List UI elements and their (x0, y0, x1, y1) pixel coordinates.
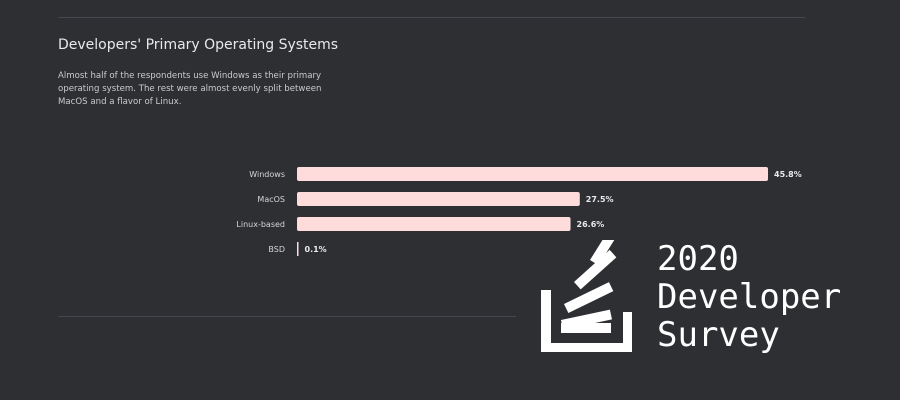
logo-year: 2020 (657, 239, 739, 279)
bar[interactable] (297, 167, 768, 181)
chart-title: Developers' Primary Operating Systems (58, 37, 339, 53)
logo-survey: Survey (657, 315, 780, 355)
value-label: 27.5% (586, 195, 614, 204)
bar[interactable] (297, 192, 580, 206)
category-label: Linux-based (236, 220, 285, 229)
category-label: Windows (249, 170, 285, 179)
category-label: BSD (268, 245, 285, 254)
bar[interactable] (297, 217, 571, 231)
survey-logo-text: 2020 Developer Survey (657, 240, 841, 354)
value-label: 45.8% (774, 170, 802, 179)
chart-subtitle: Almost half of the respondents use Windo… (58, 71, 322, 107)
category-label: MacOS (257, 195, 285, 204)
top-divider (58, 17, 805, 18)
bottom-divider (58, 316, 516, 317)
logo-developer: Developer (657, 277, 842, 317)
stack-overflow-logo-icon (541, 240, 632, 352)
bar[interactable] (297, 242, 299, 256)
value-label: 0.1% (305, 245, 327, 254)
value-label: 26.6% (577, 220, 605, 229)
